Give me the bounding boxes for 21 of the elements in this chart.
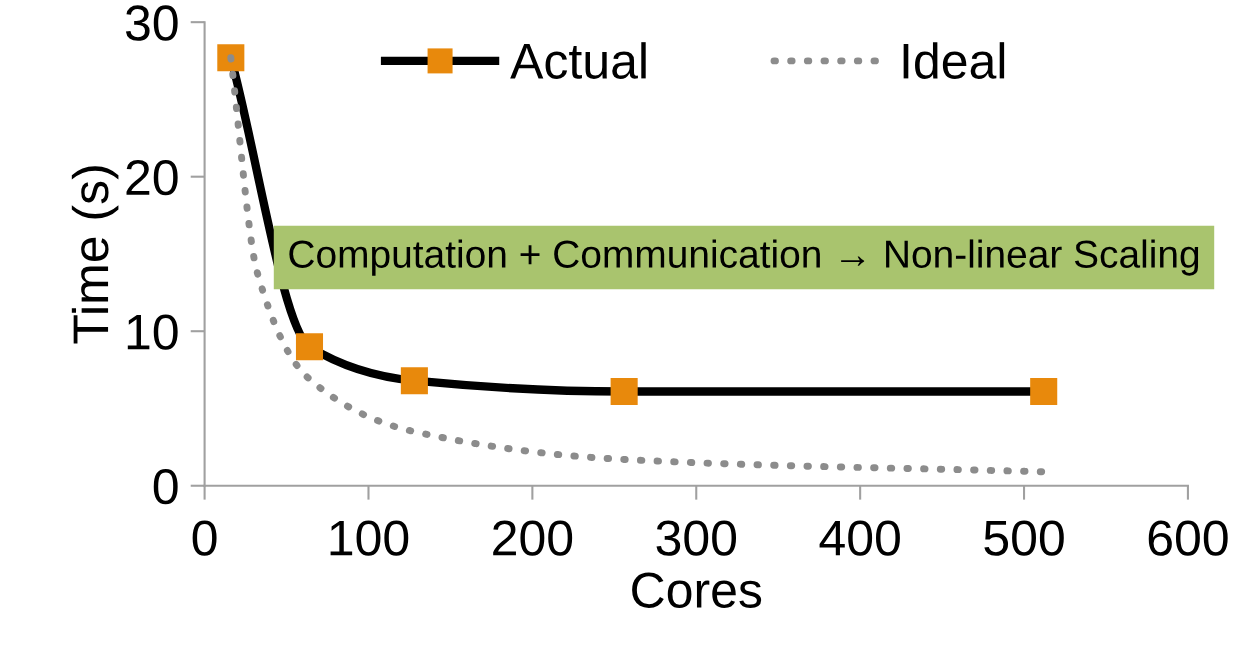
annotation: Computation + Communication → Non-linear Scaling xyxy=(289,239,1199,276)
y-tick-label: 20 xyxy=(126,159,178,196)
x-tick-label: 200 xyxy=(493,520,573,556)
legend-label: Actual xyxy=(510,42,646,79)
x-tick-label: 0 xyxy=(192,520,217,556)
point xyxy=(610,377,638,406)
y-tick-label: 0 xyxy=(153,468,178,505)
point xyxy=(295,333,324,361)
point xyxy=(400,367,428,395)
point xyxy=(217,44,245,72)
y-tick-label: 10 xyxy=(127,314,178,350)
legend-label: Ideal xyxy=(903,42,1005,79)
x-tick-label: 600 xyxy=(1148,520,1228,556)
x-tick-label: 500 xyxy=(984,520,1064,556)
x-tick-label: 300 xyxy=(656,520,737,556)
x-tick-label: 400 xyxy=(819,520,900,556)
y-axis-title: Time (s) xyxy=(71,166,119,344)
y-tick-label: 30 xyxy=(125,5,178,41)
point xyxy=(1030,377,1058,406)
x-tick-label: 100 xyxy=(330,520,409,556)
x-axis-title: Cores xyxy=(632,572,762,608)
